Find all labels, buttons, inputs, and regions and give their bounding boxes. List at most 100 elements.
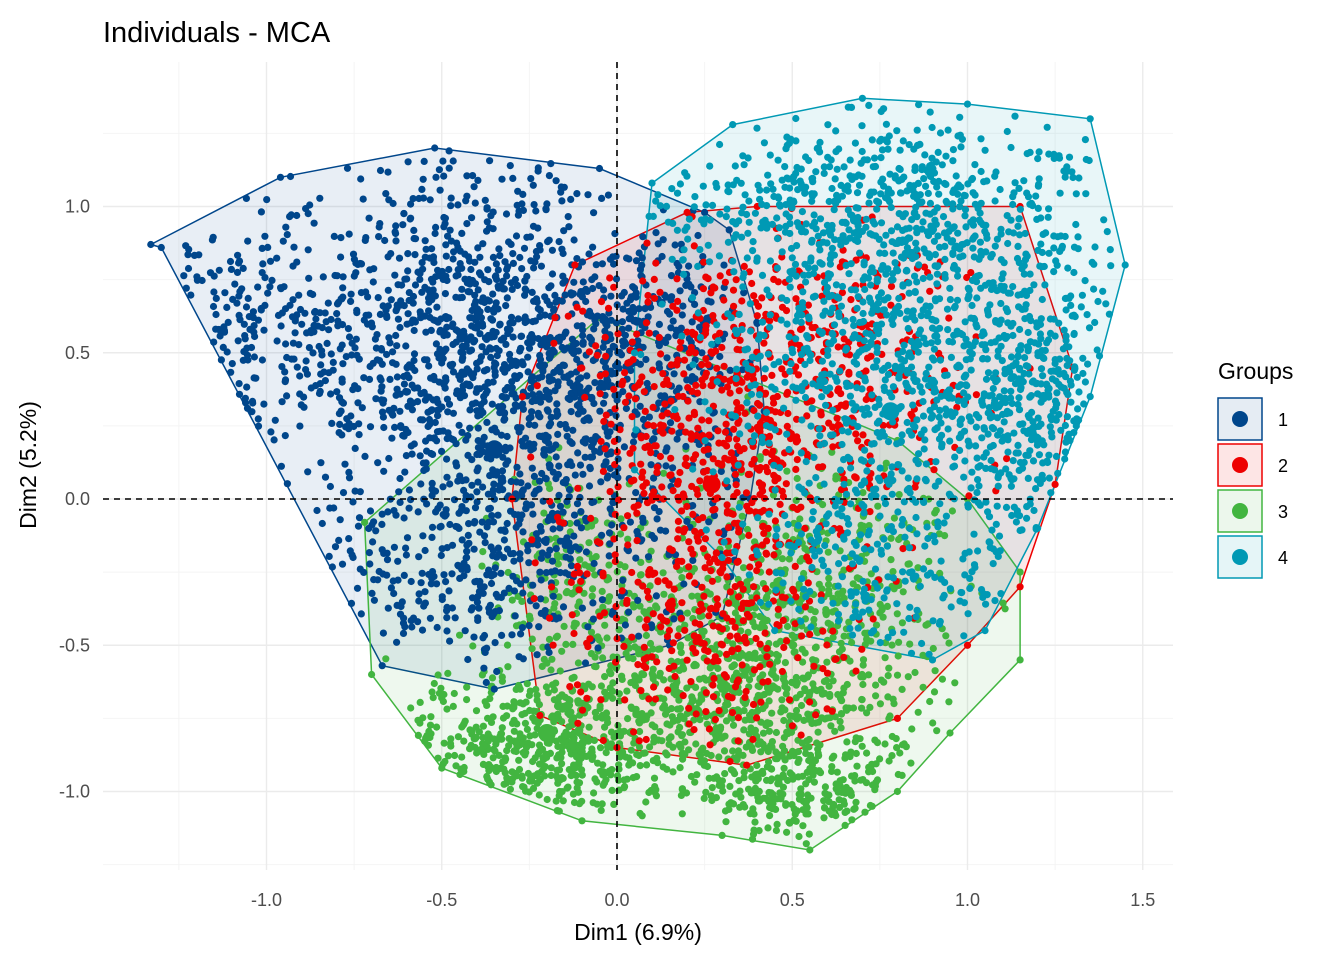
individual-point <box>674 517 683 526</box>
individual-point <box>381 236 389 245</box>
individual-point <box>898 771 906 780</box>
individual-point <box>788 678 796 687</box>
individual-point <box>718 685 726 693</box>
individual-point <box>466 726 474 734</box>
individual-point <box>491 273 499 281</box>
individual-point <box>852 667 860 675</box>
individual-point <box>669 639 677 647</box>
individual-point <box>547 282 555 290</box>
individual-point <box>384 168 392 176</box>
individual-point <box>688 592 696 600</box>
individual-point <box>893 671 902 679</box>
individual-point <box>599 654 607 662</box>
individual-point <box>873 776 882 784</box>
individual-point <box>1016 656 1024 664</box>
individual-point <box>480 583 488 591</box>
individual-point <box>499 277 507 285</box>
individual-point <box>491 564 499 572</box>
individual-point <box>383 313 391 321</box>
individual-point <box>463 220 471 228</box>
individual-point <box>469 374 477 382</box>
individual-point <box>260 400 268 408</box>
individual-point <box>270 436 278 444</box>
individual-point <box>364 293 372 301</box>
individual-point <box>570 278 578 286</box>
individual-point <box>489 253 497 261</box>
individual-point <box>414 508 422 516</box>
individual-point <box>443 614 451 622</box>
individual-point <box>762 585 770 593</box>
individual-point <box>558 760 566 768</box>
individual-point <box>423 393 431 401</box>
individual-point <box>187 291 195 299</box>
individual-point <box>698 416 706 424</box>
individual-point <box>555 766 564 774</box>
individual-point <box>326 482 334 491</box>
individual-point <box>447 362 455 370</box>
individual-point <box>590 736 599 745</box>
individual-point <box>338 378 346 386</box>
individual-point <box>763 644 771 653</box>
individual-point <box>666 310 674 318</box>
individual-point <box>630 739 638 747</box>
individual-point <box>832 472 840 480</box>
individual-point <box>357 610 365 618</box>
individual-point <box>182 284 190 292</box>
individual-point <box>488 511 496 520</box>
individual-point <box>432 273 440 281</box>
individual-point <box>620 524 628 532</box>
individual-point <box>620 443 629 451</box>
individual-point <box>592 342 600 350</box>
individual-point <box>455 509 463 517</box>
individual-point <box>843 680 851 689</box>
individual-point <box>655 672 664 680</box>
individual-point <box>430 679 438 688</box>
individual-point <box>621 563 629 571</box>
individual-point <box>828 754 836 762</box>
individual-point <box>471 258 479 266</box>
individual-point <box>277 462 285 470</box>
individual-point <box>567 289 575 297</box>
individual-point <box>851 738 859 746</box>
individual-point <box>526 732 534 740</box>
individual-point <box>474 424 482 432</box>
individual-point <box>486 157 494 165</box>
individual-point <box>756 797 764 805</box>
individual-point <box>732 790 740 798</box>
individual-point <box>826 690 834 699</box>
individual-point <box>649 665 657 673</box>
individual-point <box>740 726 748 734</box>
individual-point <box>614 483 622 491</box>
individual-point <box>514 424 522 432</box>
individual-point <box>488 400 496 408</box>
individual-point <box>515 756 523 764</box>
individual-point <box>533 691 541 699</box>
individual-point <box>709 455 717 463</box>
individual-point <box>794 736 802 744</box>
individual-point <box>451 751 459 760</box>
individual-point <box>929 719 937 727</box>
individual-point <box>850 805 858 813</box>
individual-point <box>542 683 551 691</box>
individual-point <box>410 226 418 234</box>
individual-point <box>464 655 472 664</box>
individual-point <box>347 290 355 298</box>
individual-point <box>559 249 567 258</box>
individual-point <box>496 481 504 489</box>
individual-point <box>478 343 486 351</box>
individual-point <box>534 409 542 417</box>
individual-point <box>439 697 447 706</box>
individual-point <box>590 789 598 797</box>
individual-point <box>445 314 453 322</box>
individual-point <box>696 398 704 406</box>
individual-point <box>795 832 803 841</box>
individual-point <box>858 695 866 704</box>
individual-point <box>365 524 373 533</box>
individual-point <box>483 418 491 426</box>
individual-point <box>548 655 556 663</box>
individual-point <box>407 704 415 712</box>
individual-point <box>419 194 428 202</box>
individual-point <box>598 596 607 604</box>
individual-point <box>278 398 286 406</box>
individual-point <box>595 164 604 173</box>
